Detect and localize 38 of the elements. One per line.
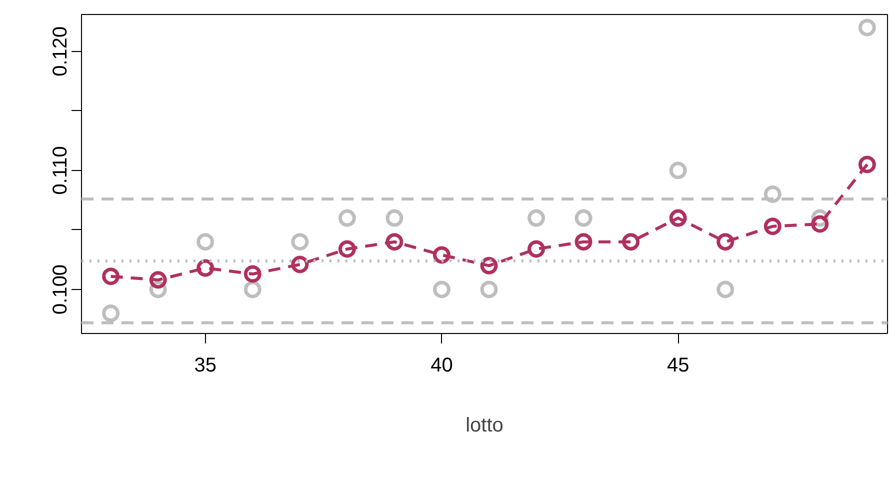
x-axis-title: lotto [466, 414, 504, 436]
point [338, 209, 356, 227]
point [574, 233, 592, 251]
point [669, 162, 687, 180]
point [244, 280, 262, 298]
x-tick-label: 45 [666, 354, 690, 376]
y-tick-label: 0.100 [50, 264, 72, 314]
point [291, 256, 309, 274]
point [716, 280, 734, 298]
point [432, 280, 450, 298]
point [574, 209, 592, 227]
point [858, 18, 876, 36]
point [196, 233, 214, 251]
point [858, 156, 876, 174]
point [764, 186, 782, 203]
point [386, 233, 404, 251]
point [244, 265, 262, 283]
x-tick-label: 35 [194, 354, 216, 376]
point [811, 215, 829, 233]
point [716, 233, 734, 251]
point [480, 280, 498, 298]
y-tick-label: 0.110 [50, 146, 72, 195]
point [102, 304, 120, 322]
point [528, 209, 546, 227]
point [480, 256, 498, 274]
point [386, 209, 404, 227]
point [338, 240, 356, 258]
point [102, 268, 120, 286]
point [196, 259, 214, 277]
point [291, 233, 309, 251]
point [764, 218, 782, 236]
point [149, 271, 167, 289]
x-tick-label: 40 [430, 354, 453, 376]
y-tick-label: 0.120 [50, 26, 72, 76]
point [669, 209, 687, 227]
point [528, 240, 546, 258]
point [432, 246, 450, 264]
point [622, 233, 640, 251]
